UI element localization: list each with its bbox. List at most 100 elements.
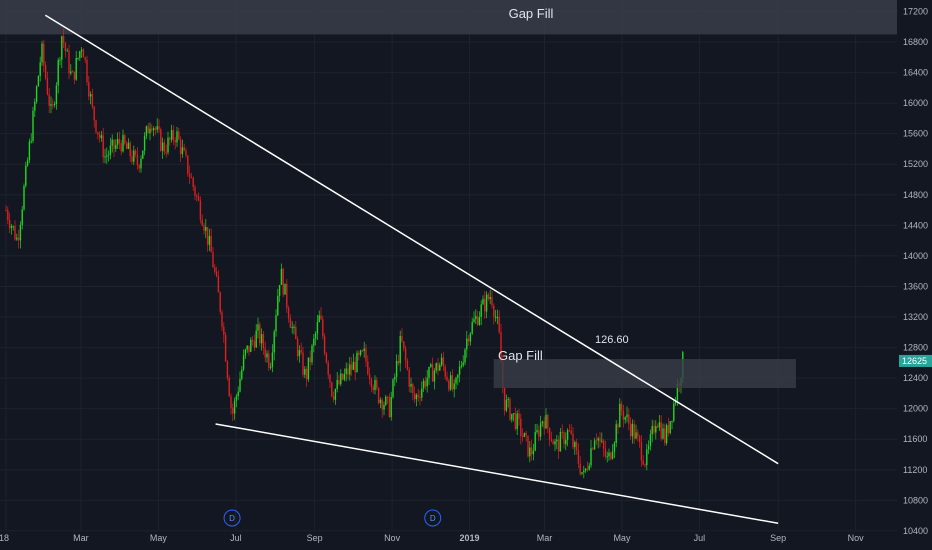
candle xyxy=(113,139,115,157)
candle xyxy=(334,388,337,405)
candle xyxy=(161,137,164,159)
candle xyxy=(548,427,551,447)
candle xyxy=(91,88,94,109)
lower-trendline[interactable] xyxy=(215,423,779,525)
candle-body xyxy=(624,417,626,420)
candle-body xyxy=(673,403,675,421)
candle xyxy=(579,456,581,476)
candle-body xyxy=(359,350,362,355)
candle-body xyxy=(615,424,617,443)
candle xyxy=(377,387,380,405)
candle-body xyxy=(48,94,50,106)
dividend-marker-ring xyxy=(424,509,442,527)
x-tick-label: May xyxy=(150,533,168,543)
dividend-marker[interactable]: D xyxy=(223,509,241,527)
candle-body xyxy=(199,200,202,220)
candle-body xyxy=(365,348,367,362)
candle xyxy=(640,435,643,467)
candle-body xyxy=(7,210,9,220)
candle xyxy=(577,443,580,468)
candle-body xyxy=(368,374,371,379)
y-tick-label: 11600 xyxy=(903,434,927,444)
candle xyxy=(520,413,522,445)
candle-body xyxy=(244,349,247,356)
candle xyxy=(142,150,144,160)
candle xyxy=(430,362,432,368)
candle-body xyxy=(413,393,416,400)
candle xyxy=(543,416,545,436)
candle xyxy=(93,105,95,128)
candle xyxy=(365,344,367,368)
candle-body xyxy=(282,269,284,295)
candle-body xyxy=(602,440,605,449)
candle xyxy=(403,341,405,352)
candle xyxy=(669,421,671,435)
candle-body xyxy=(385,396,387,405)
candle xyxy=(12,225,14,231)
y-tick-label: 13200 xyxy=(903,312,928,322)
candle-body xyxy=(226,361,229,378)
candle-body xyxy=(255,330,257,348)
candle xyxy=(653,420,655,435)
candle-body xyxy=(89,94,92,97)
candle-body xyxy=(469,333,472,342)
candle-body xyxy=(428,366,430,378)
candle-body xyxy=(224,334,227,362)
candle-body xyxy=(655,426,657,433)
top-gap-zone xyxy=(0,0,897,35)
candle-body xyxy=(98,134,101,139)
candle-body xyxy=(91,94,94,107)
candle-body xyxy=(399,336,401,364)
candle-body xyxy=(147,126,149,134)
candle xyxy=(615,420,617,448)
candle xyxy=(170,124,173,143)
candle xyxy=(646,443,648,471)
x-tick-label: Sep xyxy=(307,533,323,543)
candle xyxy=(28,138,31,164)
y-tick-label: 17200 xyxy=(903,6,928,16)
candle xyxy=(586,461,589,472)
candle-body xyxy=(509,398,511,420)
x-tick-label: 2018 xyxy=(0,533,9,543)
candle xyxy=(476,311,479,327)
candle xyxy=(336,371,338,393)
candle xyxy=(169,136,171,146)
candle xyxy=(239,371,241,393)
candle xyxy=(671,420,673,430)
candle-body xyxy=(111,139,113,146)
candle xyxy=(208,228,211,252)
upper-trendline[interactable] xyxy=(44,14,779,465)
candle xyxy=(300,342,302,355)
candle xyxy=(394,373,396,387)
dividend-marker[interactable]: D xyxy=(424,509,442,527)
candle xyxy=(318,310,320,323)
candle xyxy=(178,128,180,141)
candle-body xyxy=(446,376,448,381)
candle-body xyxy=(401,336,403,342)
candle xyxy=(37,75,40,87)
candle-body xyxy=(363,348,365,351)
candle xyxy=(46,71,49,96)
candle-body xyxy=(536,430,538,433)
candle-body xyxy=(79,51,81,58)
candle xyxy=(370,377,373,393)
candle xyxy=(556,434,558,450)
candle-body xyxy=(307,357,310,380)
candle xyxy=(433,368,436,390)
candle xyxy=(568,424,571,432)
candle-body xyxy=(187,155,189,174)
candle-body xyxy=(395,360,398,377)
candle-body xyxy=(80,49,83,52)
candle xyxy=(455,376,457,390)
candle-body xyxy=(372,386,374,391)
candle-body xyxy=(174,140,176,143)
candle xyxy=(84,56,86,64)
candle xyxy=(406,358,409,371)
candle-body xyxy=(437,363,439,371)
candle xyxy=(565,432,567,451)
mid-gap-zone xyxy=(493,359,796,389)
candle-body xyxy=(403,341,405,349)
candle xyxy=(440,353,443,367)
